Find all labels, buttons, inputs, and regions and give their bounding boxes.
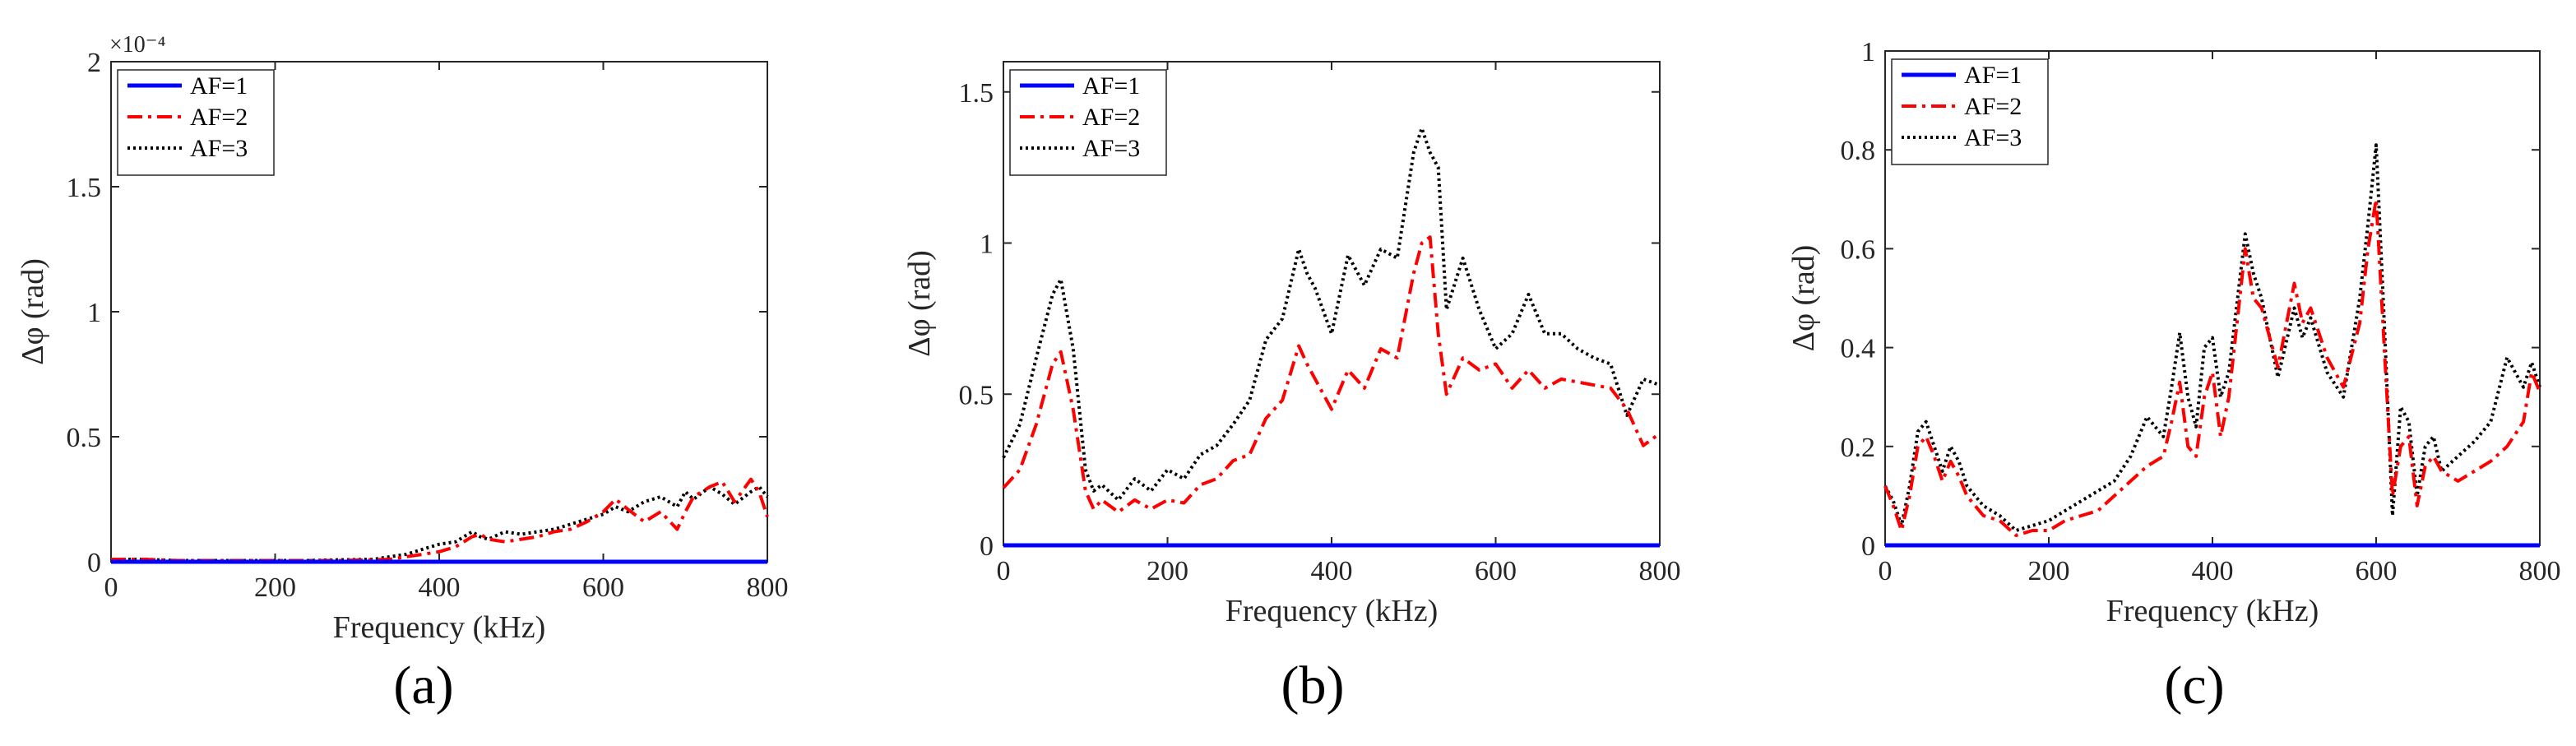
panel-caption: (a)	[393, 656, 453, 716]
legend-label-af1: AF=1	[1964, 62, 2022, 89]
legend-label-af1: AF=1	[190, 72, 248, 100]
x-axis-label: Frequency (kHz)	[333, 610, 546, 645]
legend-label-af2: AF=2	[1964, 93, 2022, 120]
y-axis-label: Δφ (rad)	[1786, 245, 1821, 352]
y-tick-label: 0.5	[959, 380, 994, 410]
y-exponent-label: ×10⁻⁴	[109, 32, 165, 58]
x-tick-label: 0	[104, 572, 118, 603]
x-tick-label: 800	[1639, 556, 1681, 586]
legend-label-af3: AF=3	[1082, 135, 1140, 162]
series-line-af2	[111, 477, 769, 563]
x-tick-label: 0	[997, 556, 1011, 586]
y-tick-label: 1	[1861, 37, 1875, 67]
x-tick-label: 200	[2028, 556, 2070, 586]
y-tick-label: 0.6	[1841, 234, 1876, 265]
legend-label-af3: AF=3	[190, 135, 248, 162]
series-line-af2	[1002, 235, 1661, 514]
y-tick-label: 1.5	[959, 78, 994, 109]
x-tick-label: 200	[254, 572, 296, 603]
x-tick-label: 600	[1475, 556, 1517, 586]
y-tick-label: 0	[980, 531, 994, 562]
legend-label-af3: AF=3	[1964, 124, 2022, 151]
legend-label-af2: AF=2	[190, 104, 248, 131]
x-tick-label: 800	[747, 572, 789, 603]
y-tick-label: 1.5	[67, 173, 102, 203]
x-tick-label: 600	[2356, 556, 2398, 586]
panel-b: 0 200 400 600 800 0 0.5 1 1.5 Frequency (kHz) Δφ (…	[902, 61, 1681, 716]
legend-label-af1: AF=1	[1082, 72, 1140, 100]
x-tick-label: 400	[1311, 556, 1353, 586]
panel-caption: (b)	[1281, 656, 1345, 716]
y-tick-label: 0	[1861, 531, 1875, 562]
y-tick-label: 2	[87, 48, 101, 78]
y-tick-label: 1	[87, 298, 101, 328]
panel-a: 0 200 400 600 800 0 0.5 1 1.5 2 ×10⁻⁴ Frequency (kH…	[16, 32, 789, 716]
x-tick-label: 0	[1879, 556, 1893, 586]
panel-caption: (c)	[2164, 656, 2224, 716]
x-tick-label: 400	[2192, 556, 2234, 586]
x-tick-label: 200	[1147, 556, 1188, 586]
y-tick-label: 0.5	[67, 423, 102, 453]
y-axis-label: Δφ (rad)	[902, 250, 937, 357]
panel-c: 0 200 400 600 800 0 0.2 0.4 0.6 0.8 1 Frequency (kH…	[1786, 37, 2561, 716]
x-axis-label: Frequency (kHz)	[2106, 594, 2319, 628]
x-tick-label: 600	[582, 572, 624, 603]
x-tick-label: 800	[2519, 556, 2561, 586]
series-line-af3	[1002, 126, 1661, 502]
y-axis-label: Δφ (rad)	[16, 258, 50, 365]
x-axis-label: Frequency (kHz)	[1225, 594, 1439, 628]
y-tick-label: 0.4	[1841, 334, 1876, 364]
y-tick-label: 0	[87, 548, 101, 578]
y-tick-label: 1	[980, 229, 994, 260]
legend-label-af2: AF=2	[1082, 104, 1140, 131]
x-tick-label: 400	[419, 572, 461, 603]
y-tick-label: 0.2	[1841, 433, 1876, 463]
y-tick-label: 0.8	[1841, 136, 1876, 166]
series-line-af3	[1883, 143, 2541, 532]
series-line-af2	[1883, 197, 2541, 537]
